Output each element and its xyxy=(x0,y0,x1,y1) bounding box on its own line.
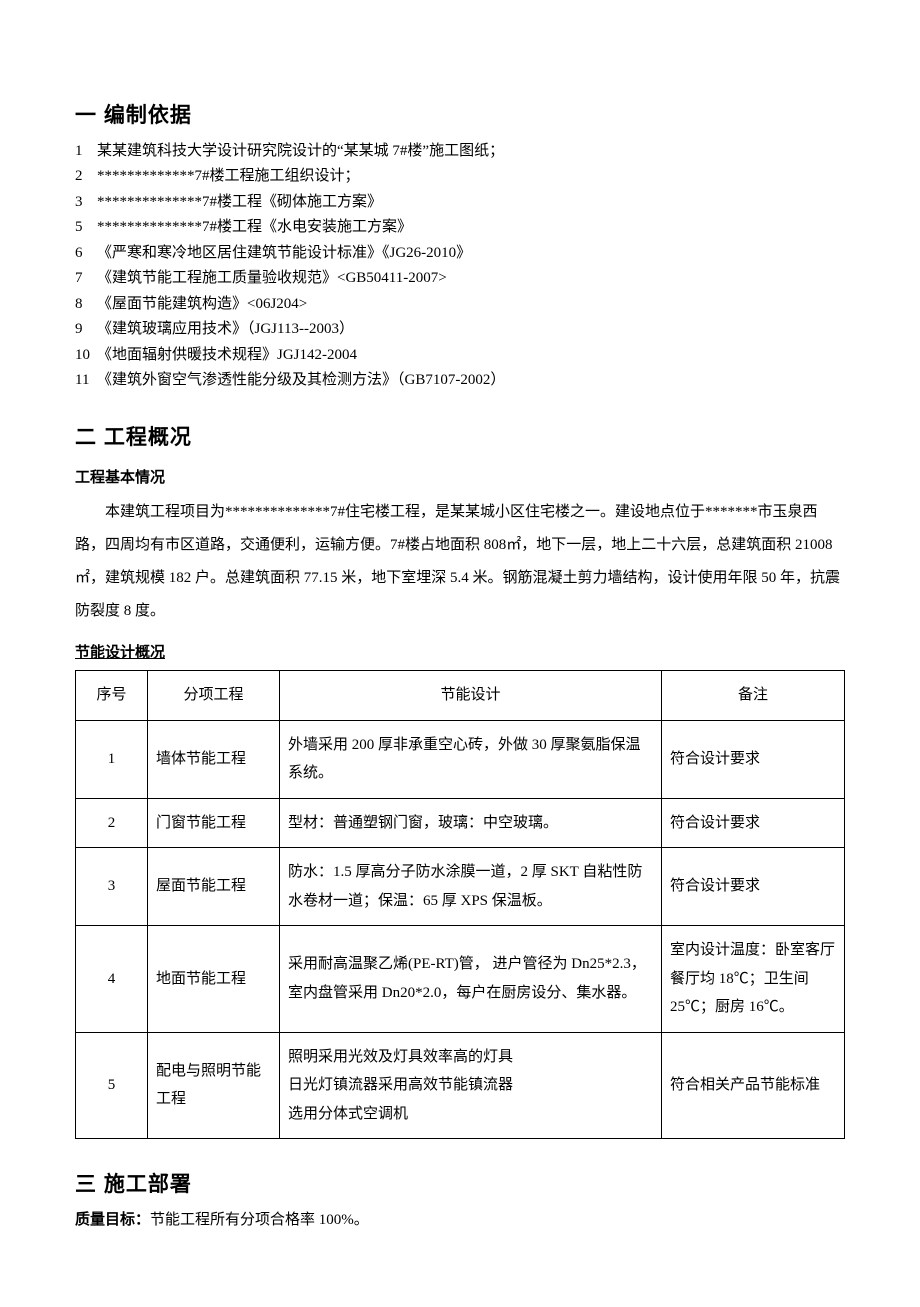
reference-text: 《屋面节能建筑构造》<06J204> xyxy=(97,293,307,316)
th-item: 分项工程 xyxy=(148,671,280,721)
reference-item: 5**************7#楼工程《水电安装施工方案》 xyxy=(75,216,845,239)
cell-seq: 4 xyxy=(76,926,148,1033)
reference-number: 11 xyxy=(75,369,97,392)
cell-item: 门窗节能工程 xyxy=(148,798,280,848)
quality-goal-label: 质量目标： xyxy=(75,1211,150,1228)
reference-number: 1 xyxy=(75,140,97,163)
cell-design: 型材：普通塑钢门窗，玻璃：中空玻璃。 xyxy=(280,798,662,848)
table-row: 3屋面节能工程防水：1.5 厚高分子防水涂膜一道，2 厚 SKT 自粘性防水卷材… xyxy=(76,848,845,926)
th-seq: 序号 xyxy=(76,671,148,721)
reference-text: **************7#楼工程《水电安装施工方案》 xyxy=(97,216,412,239)
reference-number: 7 xyxy=(75,267,97,290)
reference-item: 2*************7#楼工程施工组织设计； xyxy=(75,165,845,188)
section-3-heading: 三 施工部署 xyxy=(75,1169,845,1201)
project-overview-paragraph: 本建筑工程项目为**************7#住宅楼工程，是某某城小区住宅楼之… xyxy=(75,496,845,628)
reference-item: 1某某建筑科技大学设计研究院设计的“某某城 7#楼”施工图纸； xyxy=(75,140,845,163)
cell-seq: 2 xyxy=(76,798,148,848)
cell-item: 墙体节能工程 xyxy=(148,720,280,798)
reference-number: 6 xyxy=(75,242,97,265)
quality-goal-text: 节能工程所有分项合格率 100%。 xyxy=(150,1212,369,1228)
th-design: 节能设计 xyxy=(280,671,662,721)
reference-item: 7《建筑节能工程施工质量验收规范》<GB50411-2007> xyxy=(75,267,845,290)
cell-item: 屋面节能工程 xyxy=(148,848,280,926)
reference-text: 《建筑玻璃应用技术》（JGJ113--2003） xyxy=(97,318,354,341)
cell-design: 采用耐高温聚乙烯(PE-RT)管， 进户管径为 Dn25*2.3，室内盘管采用 … xyxy=(280,926,662,1033)
table-row: 1墙体节能工程外墙采用 200 厚非承重空心砖，外做 30 厚聚氨脂保温系统。符… xyxy=(76,720,845,798)
reference-text: 《严寒和寒冷地区居住建筑节能设计标准》《JG26-2010》 xyxy=(97,242,471,265)
cell-item: 地面节能工程 xyxy=(148,926,280,1033)
energy-design-table: 序号 分项工程 节能设计 备注 1墙体节能工程外墙采用 200 厚非承重空心砖，… xyxy=(75,670,845,1139)
table-row: 4地面节能工程采用耐高温聚乙烯(PE-RT)管， 进户管径为 Dn25*2.3，… xyxy=(76,926,845,1033)
reference-list: 1某某建筑科技大学设计研究院设计的“某某城 7#楼”施工图纸；2********… xyxy=(75,140,845,392)
table-row: 2门窗节能工程型材：普通塑钢门窗，玻璃：中空玻璃。符合设计要求 xyxy=(76,798,845,848)
cell-remark: 符合设计要求 xyxy=(662,720,845,798)
reference-number: 10 xyxy=(75,344,97,367)
cell-remark: 符合设计要求 xyxy=(662,848,845,926)
reference-item: 3**************7#楼工程《砌体施工方案》 xyxy=(75,191,845,214)
cell-design: 外墙采用 200 厚非承重空心砖，外做 30 厚聚氨脂保温系统。 xyxy=(280,720,662,798)
reference-text: 某某建筑科技大学设计研究院设计的“某某城 7#楼”施工图纸； xyxy=(97,140,504,163)
reference-number: 5 xyxy=(75,216,97,239)
quality-goal-line: 质量目标：节能工程所有分项合格率 100%。 xyxy=(75,1209,845,1232)
cell-seq: 1 xyxy=(76,720,148,798)
cell-seq: 5 xyxy=(76,1032,148,1139)
reference-number: 9 xyxy=(75,318,97,341)
reference-item: 11《建筑外窗空气渗透性能分级及其检测方法》（GB7107-2002） xyxy=(75,369,845,392)
cell-item: 配电与照明节能工程 xyxy=(148,1032,280,1139)
reference-item: 10《地面辐射供暖技术规程》JGJ142-2004 xyxy=(75,344,845,367)
reference-text: *************7#楼工程施工组织设计； xyxy=(97,165,360,188)
reference-item: 9《建筑玻璃应用技术》（JGJ113--2003） xyxy=(75,318,845,341)
th-remark: 备注 xyxy=(662,671,845,721)
cell-seq: 3 xyxy=(76,848,148,926)
reference-text: 《建筑节能工程施工质量验收规范》<GB50411-2007> xyxy=(97,267,447,290)
section-2-heading: 二 工程概况 xyxy=(75,422,845,454)
reference-number: 3 xyxy=(75,191,97,214)
reference-number: 8 xyxy=(75,293,97,316)
cell-remark: 符合相关产品节能标准 xyxy=(662,1032,845,1139)
table-header-row: 序号 分项工程 节能设计 备注 xyxy=(76,671,845,721)
section-1-heading: 一 编制依据 xyxy=(75,100,845,132)
cell-design: 照明采用光效及灯具效率高的灯具 日光灯镇流器采用高效节能镇流器 选用分体式空调机 xyxy=(280,1032,662,1139)
subheading-basic-info: 工程基本情况 xyxy=(75,467,845,490)
reference-item: 8《屋面节能建筑构造》<06J204> xyxy=(75,293,845,316)
reference-number: 2 xyxy=(75,165,97,188)
subheading-energy-design: 节能设计概况 xyxy=(75,642,845,665)
reference-text: 《地面辐射供暖技术规程》JGJ142-2004 xyxy=(97,344,357,367)
reference-item: 6《严寒和寒冷地区居住建筑节能设计标准》《JG26-2010》 xyxy=(75,242,845,265)
reference-text: **************7#楼工程《砌体施工方案》 xyxy=(97,191,382,214)
table-row: 5配电与照明节能工程照明采用光效及灯具效率高的灯具 日光灯镇流器采用高效节能镇流… xyxy=(76,1032,845,1139)
reference-text: 《建筑外窗空气渗透性能分级及其检测方法》（GB7107-2002） xyxy=(97,369,505,392)
cell-remark: 符合设计要求 xyxy=(662,798,845,848)
cell-design: 防水：1.5 厚高分子防水涂膜一道，2 厚 SKT 自粘性防水卷材一道；保温：6… xyxy=(280,848,662,926)
cell-remark: 室内设计温度：卧室客厅餐厅均 18℃；卫生间 25℃；厨房 16℃。 xyxy=(662,926,845,1033)
